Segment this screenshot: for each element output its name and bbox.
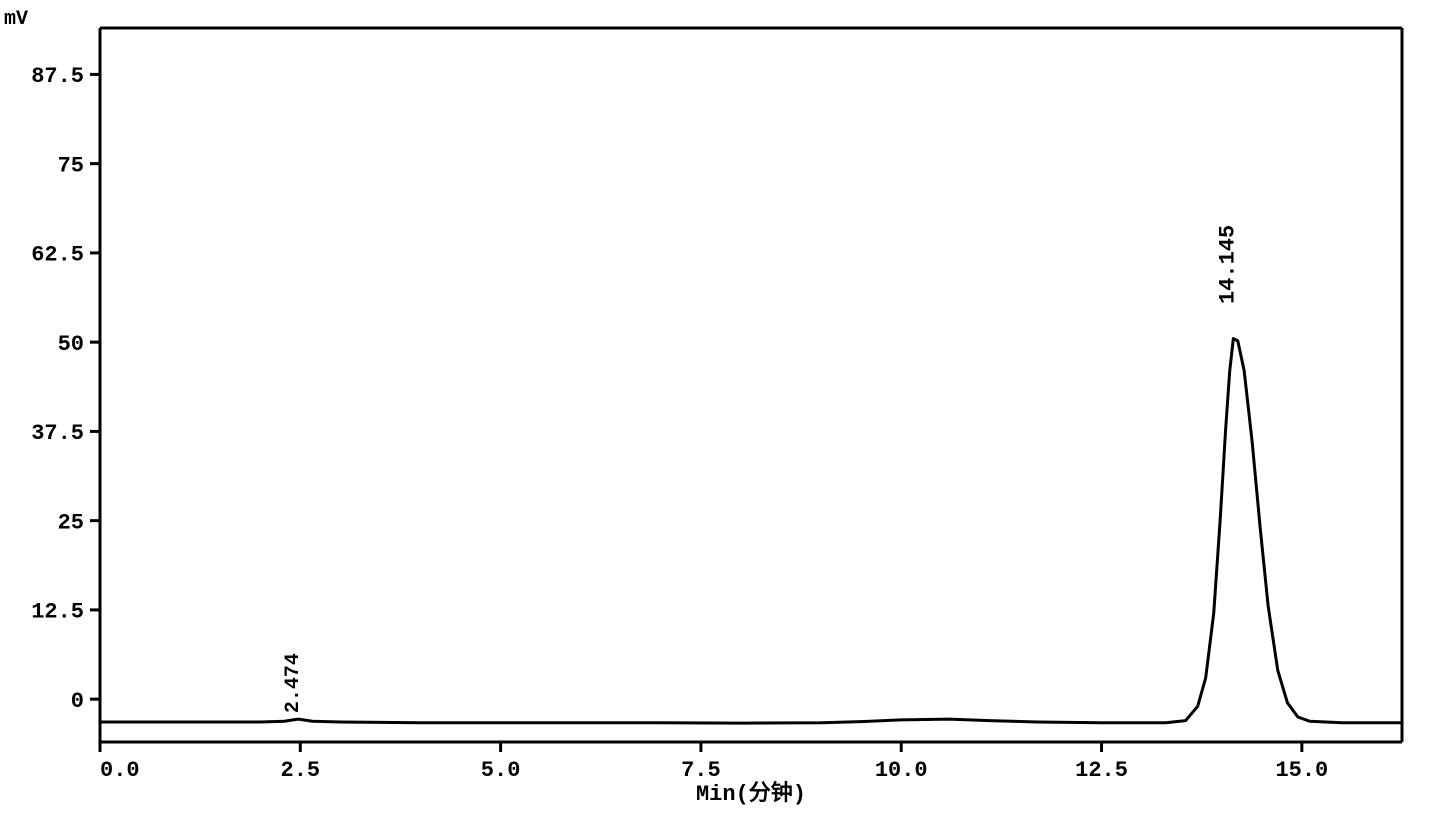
x-tick-label: 7.5 [681, 758, 721, 783]
x-tick-label: 0.0 [100, 758, 140, 783]
x-axis-title: Min(分钟) [696, 780, 806, 807]
y-tick-label: 12.5 [31, 600, 84, 625]
chromatogram-chart: 0.0 2.5 5.0 7.5 10.0 12.5 15.0 0 12.5 25 37.5 50 62.… [0, 0, 1430, 820]
y-tick-label: 62.5 [31, 243, 84, 268]
x-tick-label: 15.0 [1275, 758, 1328, 783]
y-tick-label: 25 [58, 510, 84, 535]
x-tick-label: 10.0 [875, 758, 928, 783]
y-tick-label: 75 [58, 153, 84, 178]
y-axis-title: mV [4, 8, 28, 31]
y-tick-label: 50 [58, 332, 84, 357]
chart-svg: 0.0 2.5 5.0 7.5 10.0 12.5 15.0 0 12.5 25 37.5 50 62.… [0, 0, 1430, 820]
y-tick-label: 0 [71, 689, 84, 714]
y-tick-label: 37.5 [31, 421, 84, 446]
peak-label: 2.474 [282, 653, 305, 713]
x-tick-label: 12.5 [1075, 758, 1128, 783]
peak-label: 14.145 [1215, 225, 1240, 304]
x-tick-label: 5.0 [481, 758, 521, 783]
x-tick-label: 2.5 [281, 758, 321, 783]
y-tick-label: 87.5 [31, 64, 84, 89]
